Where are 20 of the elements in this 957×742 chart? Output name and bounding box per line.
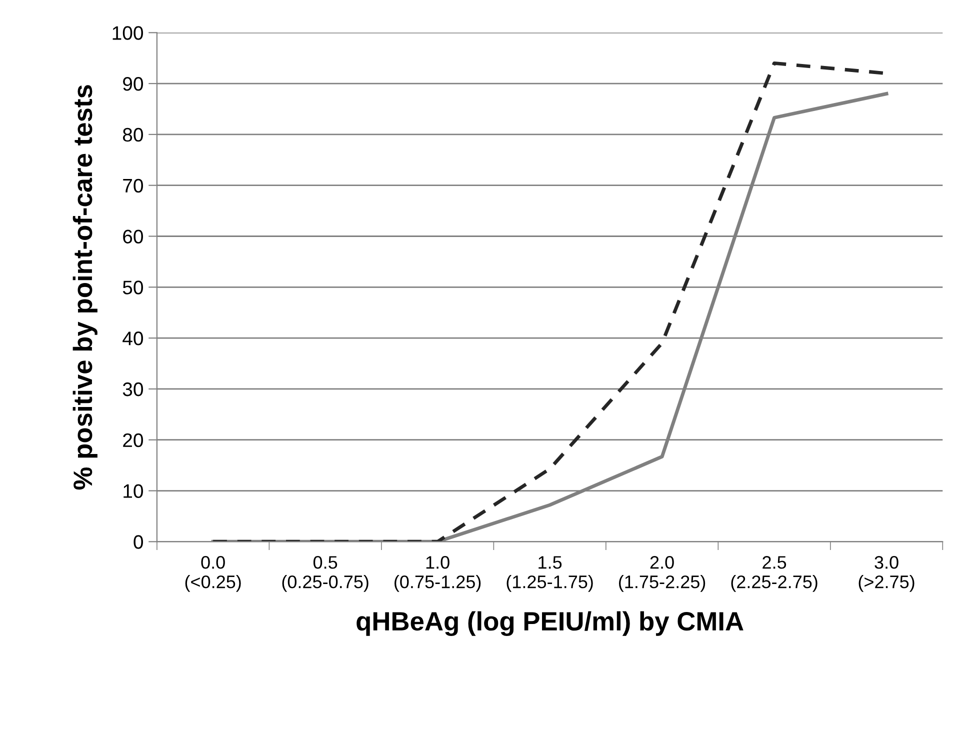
y-tick-label: 90 — [123, 77, 143, 91]
y-tick-label: 10 — [124, 484, 143, 498]
x-tick-label: 3.0 (>2.75) — [858, 556, 914, 592]
y-tick-label: 30 — [122, 382, 143, 396]
y-tick-label: 40 — [122, 332, 143, 346]
y-axis-title: % positive by point-of-care tests — [72, 85, 98, 490]
y-tick-label: 80 — [122, 128, 143, 142]
y-tick-label: 100 — [112, 26, 143, 40]
y-tick-label: 20 — [123, 433, 143, 448]
x-tick-label: 1.0 (0.75-1.25) — [394, 556, 481, 592]
x-tick-label: 2.5 (2.25-2.75) — [731, 556, 818, 592]
x-tick-label: 2.0 (1.75-2.25) — [619, 556, 706, 592]
x-axis-title: qHBeAg (log PEIU/ml) by CMIA — [356, 611, 744, 636]
x-tick-label: 1.5 (1.25-1.75) — [506, 556, 593, 592]
x-tick-label: 0.0 (<0.25) — [185, 556, 241, 592]
x-tick-label: 0.5 (0.25-0.75) — [282, 556, 368, 592]
y-tick-label: 60 — [123, 230, 143, 244]
y-tick-label: 70 — [123, 178, 143, 193]
y-tick-label: 0 — [134, 535, 143, 549]
y-tick-label: 50 — [122, 280, 143, 294]
